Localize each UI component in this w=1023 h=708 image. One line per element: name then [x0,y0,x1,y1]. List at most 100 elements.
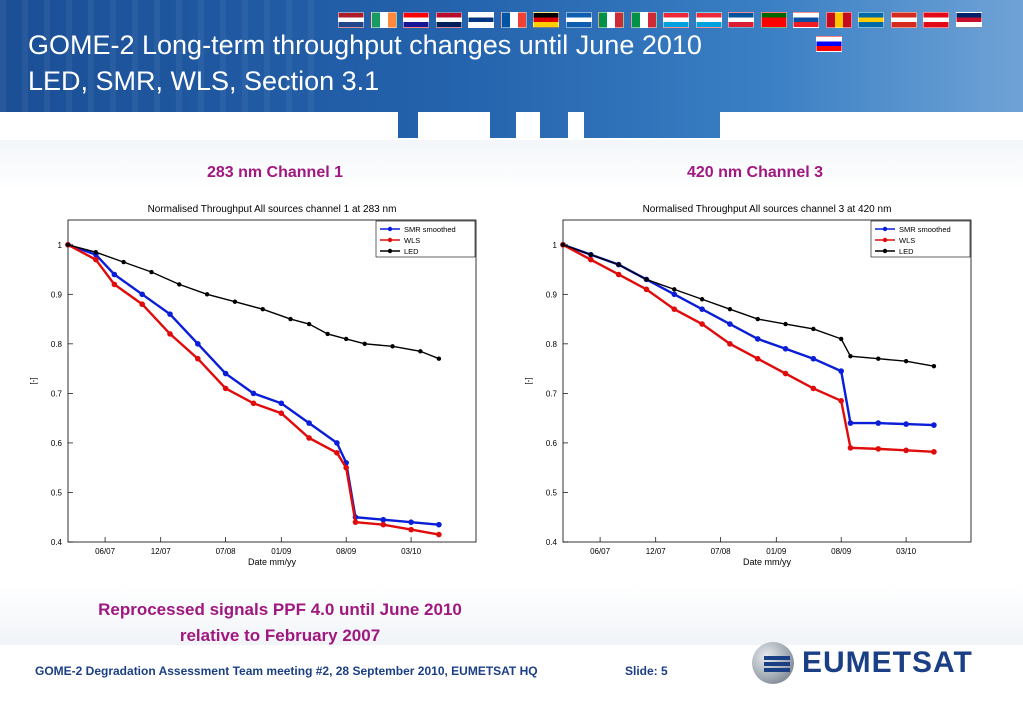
plot-area [562,219,972,543]
x-tick-label: 12/07 [151,547,172,556]
series-line [67,243,440,536]
data-point [139,301,145,308]
data-point [222,385,229,392]
caption-line1: Reprocessed signals PPF 4.0 until June 2… [98,600,462,619]
data-point [93,250,99,255]
background-fade-bottom [0,585,1023,645]
data-point [436,521,442,528]
y-tick-label: 1 [58,241,63,250]
flag-is-icon [728,12,754,28]
flag-no-icon [435,12,462,28]
flag-hr-icon [403,12,429,28]
data-point [727,321,733,327]
flag-es-icon [825,12,852,28]
legend-label: WLS [404,236,420,245]
data-point [588,256,594,263]
eumetsat-logo: EUMETSAT [752,640,1002,690]
legend-box [870,220,971,258]
x-tick-label: 12/07 [646,547,667,556]
data-point [306,321,312,327]
data-point [278,410,285,416]
series-led [560,242,937,369]
slide-title-line1: GOME-2 Long-term throughput changes unti… [28,30,702,60]
y-tick-label: 0.6 [51,439,63,448]
y-tick-label: 0.4 [51,538,63,547]
data-point [847,420,854,426]
x-tick-label: 06/07 [95,547,116,556]
data-point [672,287,677,292]
data-point [306,435,312,441]
data-point [195,355,201,362]
flag-se-icon [858,12,884,28]
y-axis-label: [-] [29,377,38,384]
flag-sk-icon [793,12,819,28]
data-point [644,277,649,282]
legend-label: SMR smoothed [899,225,951,234]
x-axis-label: Date mm/yy [248,557,297,567]
data-point [352,519,359,525]
legend-marker [387,248,393,254]
slide-title-line2: LED, SMR, WLS, Section 3.1 [28,66,380,96]
legend-label: LED [404,247,419,256]
data-point [810,385,817,392]
data-point [754,355,761,362]
flag-pt-icon [760,12,787,28]
data-point [811,326,816,332]
y-tick-label: 0.7 [51,389,63,398]
logo-wordmark: EUMETSAT [802,646,973,679]
data-point [754,336,761,342]
flag-lu-icon [663,12,689,28]
flag-it-icon [598,12,624,28]
data-point [699,306,705,312]
x-tick-label: 07/08 [711,547,732,556]
data-point [278,400,285,407]
flag-nl-icon [338,12,364,28]
x-tick-label: 01/09 [766,547,787,556]
data-point [121,259,126,265]
data-point [195,341,201,347]
data-point [380,516,387,523]
data-point [222,370,229,377]
x-tick-label: 07/08 [216,547,237,556]
data-point [325,331,330,337]
x-tick-label: 06/07 [590,547,611,556]
data-point [876,356,881,361]
legend-marker [387,226,393,232]
chart-channel-3: Normalised Throughput All sources channe… [515,195,990,580]
data-point [436,356,442,361]
data-point [408,519,414,525]
flag-si-icon [816,36,842,52]
data-point [810,355,817,362]
data-point [111,271,118,278]
y-tick-label: 0.4 [546,538,558,547]
legend-label: WLS [899,236,915,245]
data-point [334,450,340,456]
data-point [149,269,154,275]
x-axis-label: Date mm/yy [743,557,792,567]
legend-label: SMR smoothed [404,225,456,234]
y-tick-label: 0.7 [546,389,558,398]
y-tick-label: 0.8 [51,340,63,349]
background-fade-top [0,140,1023,190]
chart-heading-ch1: 283 nm Channel 1 [206,164,344,181]
data-point [380,521,387,528]
y-tick-label: 0.8 [546,340,558,349]
data-point [288,316,293,322]
data-point [848,354,853,359]
data-point [177,282,182,287]
data-point [139,291,145,298]
x-tick-label: 08/09 [336,547,357,556]
data-point [875,420,882,426]
logo-bars-icon [764,656,790,672]
data-point [408,526,414,533]
data-point [671,306,678,312]
caption: Reprocessed signals PPF 4.0 until June 2… [40,597,520,649]
data-point [260,306,265,312]
data-point [418,349,423,354]
banner-white-strip [568,112,584,138]
y-tick-label: 0.5 [546,488,558,497]
series-wls [65,241,442,538]
legend-marker [882,248,888,254]
data-point [782,346,789,352]
x-tick-label: 08/09 [831,547,852,556]
